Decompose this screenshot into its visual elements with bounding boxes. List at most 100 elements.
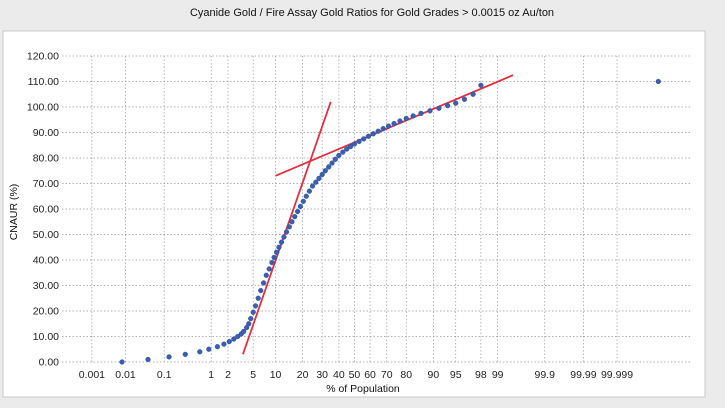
data-point <box>182 351 188 357</box>
data-point <box>445 103 451 109</box>
data-point <box>380 126 386 132</box>
data-point <box>283 229 290 235</box>
trend-line <box>242 101 332 355</box>
data-point <box>235 333 241 340</box>
data-point <box>266 266 272 272</box>
y-tick-label: 20.00 <box>33 306 59 318</box>
data-point <box>226 339 232 345</box>
data-point <box>197 349 203 355</box>
y-tick-label: 70.00 <box>33 178 59 190</box>
data-point <box>375 128 381 134</box>
x-tick-label: 40 <box>333 369 345 381</box>
data-point <box>461 96 468 102</box>
y-tick-label: 120.00 <box>27 51 59 63</box>
data-point <box>319 171 325 178</box>
data-point <box>221 341 227 347</box>
data-point <box>397 118 403 124</box>
data-points <box>119 78 661 365</box>
x-tick-label: 70 <box>381 369 393 381</box>
y-tick-label: 50.00 <box>33 229 59 241</box>
data-point <box>655 78 661 85</box>
data-point <box>273 249 280 255</box>
data-point <box>145 356 151 363</box>
data-point <box>336 152 342 159</box>
y-tick-label: 80.00 <box>33 153 59 165</box>
data-point <box>418 110 424 116</box>
x-axis-title: % of Population <box>326 383 400 395</box>
y-axis-ticks: 0.00 10.00 20.00 30.00 40.00 50.00 60.00 70.00 8… <box>27 51 59 369</box>
x-tick-label: 2 <box>225 369 231 381</box>
data-point <box>436 105 442 111</box>
data-point <box>206 346 212 352</box>
y-tick-label: 100.00 <box>27 102 59 114</box>
x-tick-label: 95 <box>450 369 462 381</box>
x-tick-label: 90 <box>428 369 440 381</box>
data-point <box>289 219 295 225</box>
plot-frame <box>2 30 706 398</box>
x-tick-label: 0.1 <box>157 369 172 381</box>
x-tick-label: 60 <box>364 369 376 381</box>
data-point <box>297 203 304 210</box>
x-tick-label: 0.001 <box>79 369 105 381</box>
data-point <box>250 309 256 315</box>
chart-title: Cyanide Gold / Fire Assay Gold Ratios fo… <box>190 7 554 19</box>
data-point <box>281 234 287 240</box>
data-point <box>391 120 397 127</box>
data-point <box>347 143 354 150</box>
data-point <box>344 146 350 152</box>
data-point <box>292 214 298 220</box>
data-point <box>303 193 309 199</box>
y-axis-title: CNAUR (%) <box>8 184 20 241</box>
data-point <box>427 108 433 114</box>
data-point <box>295 208 301 215</box>
data-point <box>322 168 328 174</box>
x-tick-label: 0.01 <box>115 369 136 381</box>
data-point <box>478 82 484 88</box>
data-point <box>255 295 261 301</box>
data-point <box>248 316 254 322</box>
y-tick-label: 60.00 <box>33 204 59 216</box>
x-tick-label: 10 <box>270 369 282 381</box>
x-tick-label: 1 <box>208 369 214 381</box>
data-point <box>361 136 367 142</box>
data-point <box>166 354 172 360</box>
data-point <box>470 91 476 97</box>
y-tick-label: 30.00 <box>33 280 59 292</box>
data-point <box>286 224 292 230</box>
data-point <box>246 321 252 327</box>
x-tick-label: 20 <box>297 369 309 381</box>
data-point <box>252 303 259 309</box>
data-point <box>269 259 275 266</box>
x-tick-label: 99.99 <box>570 369 596 381</box>
data-point <box>258 288 264 294</box>
data-point <box>313 179 319 185</box>
y-tick-label: 90.00 <box>33 127 59 139</box>
x-axis-ticks: 0.001 0.01 0.1 1 2 5 10 20 30 40 50 60 70 80 90 95 98 99 9… <box>79 369 634 381</box>
data-point <box>403 115 409 122</box>
data-point <box>356 138 362 145</box>
data-point <box>300 198 306 204</box>
x-tick-label: 5 <box>250 369 256 381</box>
x-tick-label: 99 <box>492 369 504 381</box>
data-point <box>214 344 220 350</box>
data-point <box>263 272 269 278</box>
data-point <box>241 328 247 335</box>
data-point <box>332 156 338 162</box>
data-point <box>276 244 282 250</box>
x-tick-label: 50 <box>349 369 361 381</box>
data-point <box>326 164 332 170</box>
data-point <box>306 188 312 194</box>
data-point <box>119 359 125 365</box>
data-point <box>385 123 392 129</box>
data-point <box>231 336 237 342</box>
data-point <box>370 131 376 137</box>
data-point <box>271 254 277 261</box>
x-tick-label: 99.9 <box>534 369 555 381</box>
y-tick-label: 10.00 <box>33 331 59 343</box>
x-tick-label: 80 <box>400 369 412 381</box>
y-tick-label: 110.00 <box>28 76 59 88</box>
data-point <box>278 239 285 245</box>
data-point <box>329 160 335 166</box>
data-point <box>410 113 416 119</box>
